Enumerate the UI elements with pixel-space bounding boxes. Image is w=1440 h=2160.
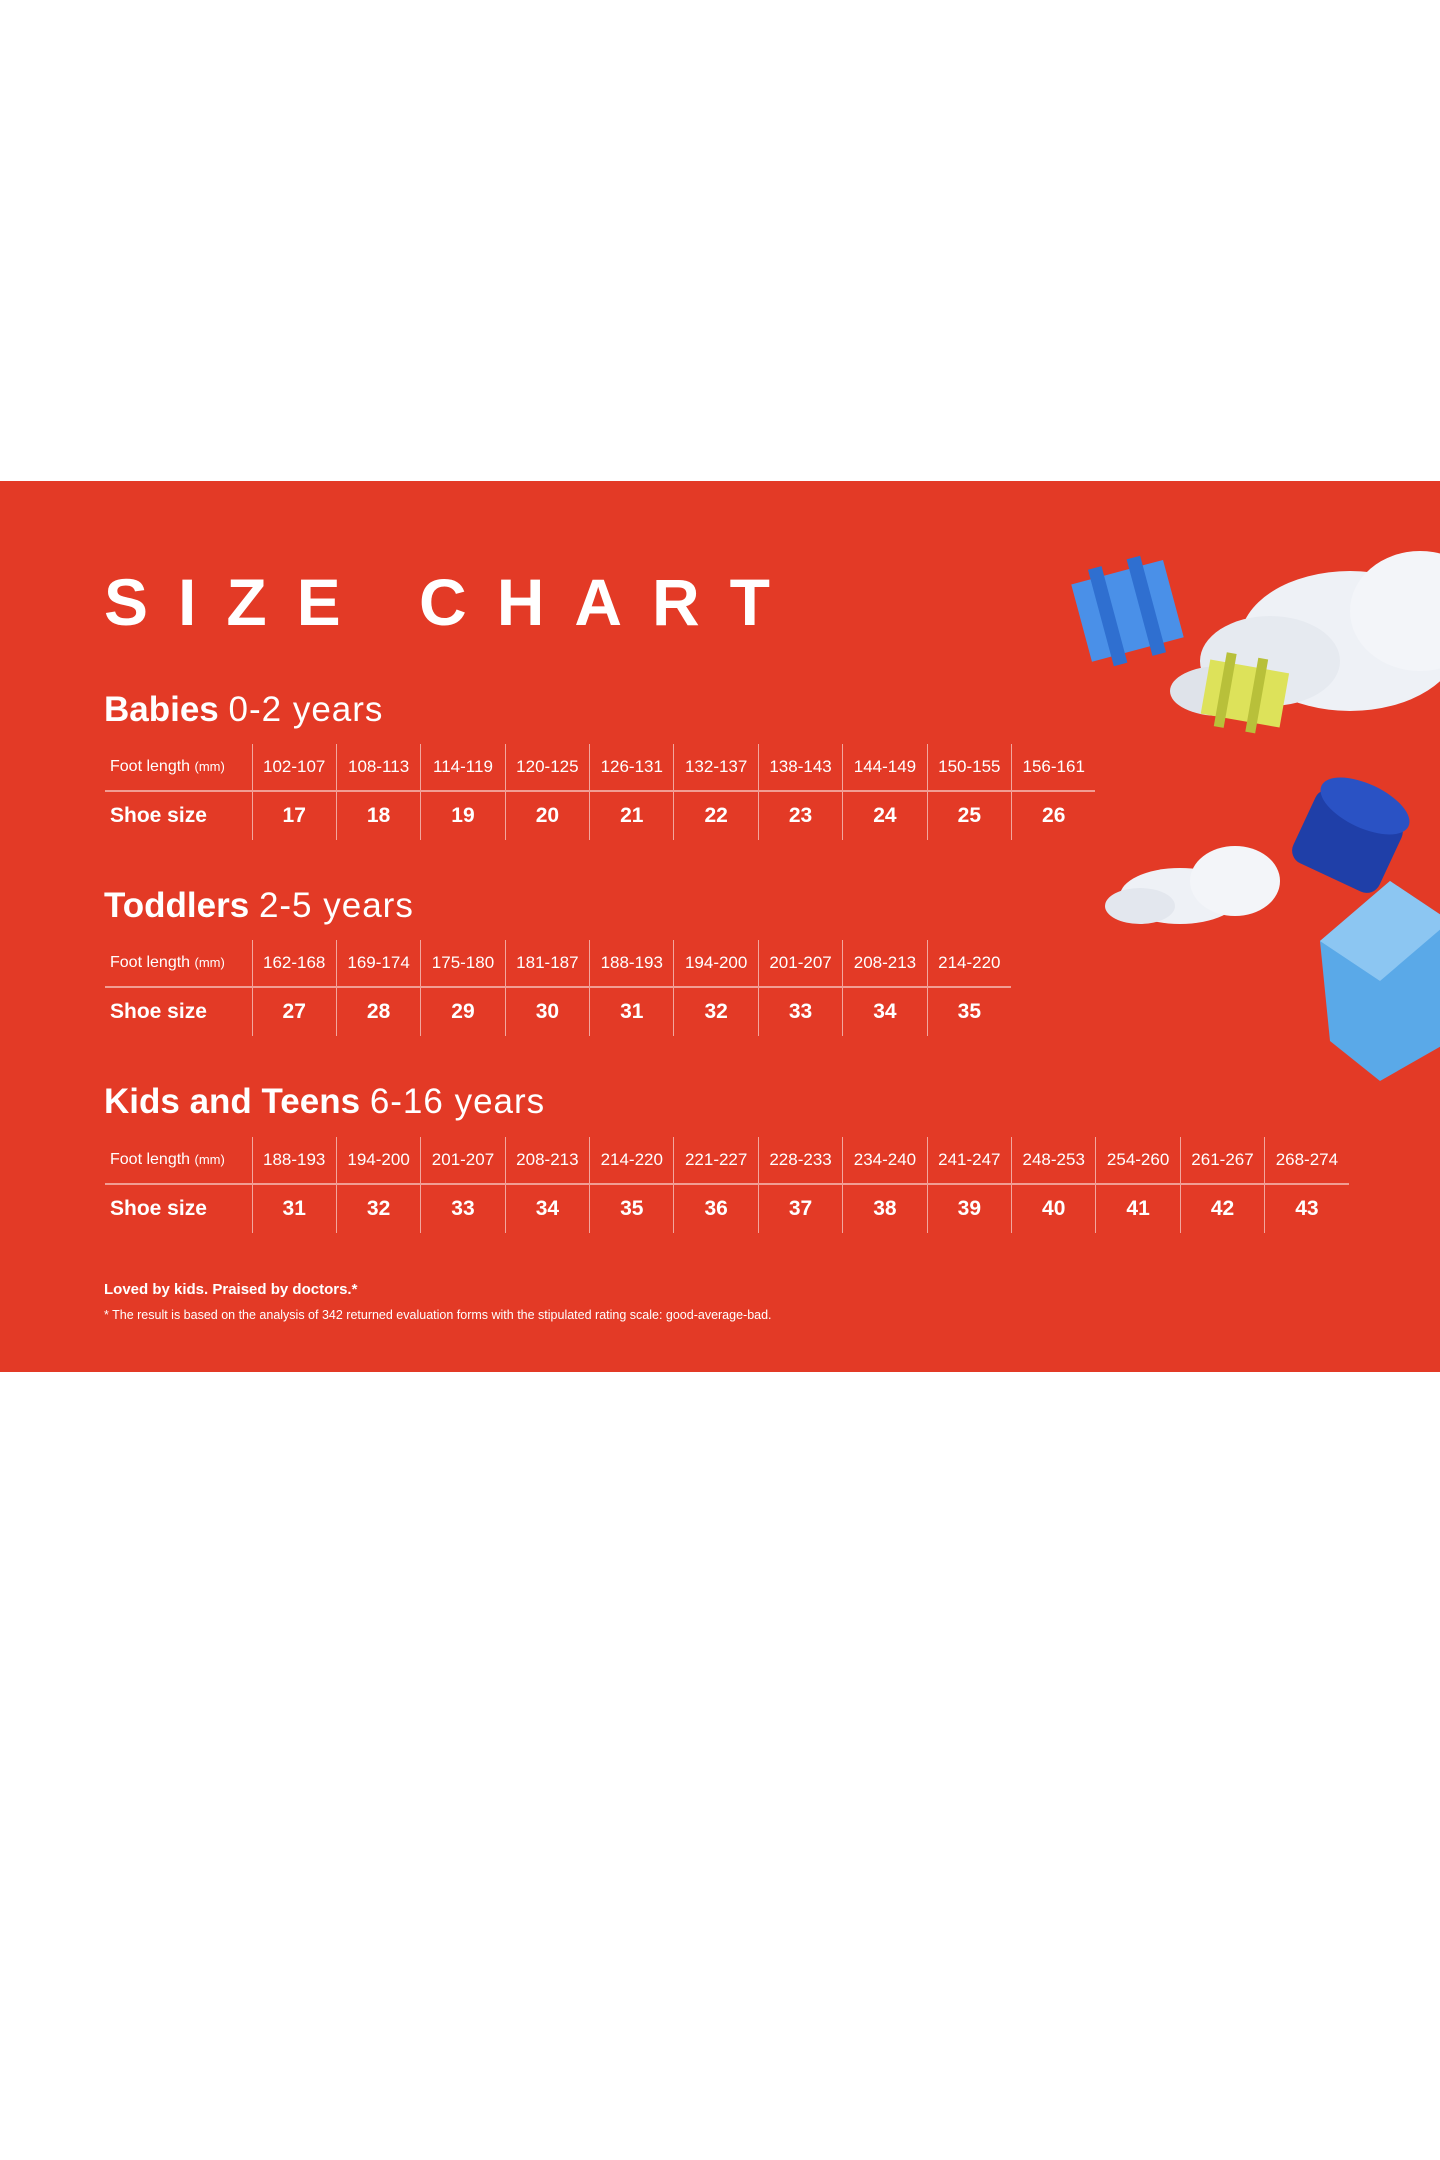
size-table-babies: Foot length (mm) 102-107 108-113 114-119 120… (105, 744, 1096, 840)
shoe-size-cell: 38 (842, 1184, 928, 1233)
foot-length-cell: 228-233 (757, 1137, 843, 1185)
foot-length-cell: 175-180 (420, 940, 506, 988)
section-age: 6-16 years (369, 1082, 546, 1121)
foot-length-cell: 241-247 (926, 1137, 1012, 1185)
foot-length-cell: 102-107 (251, 744, 337, 792)
foot-length-cell: 150-155 (926, 744, 1012, 792)
shoe-size-cell: 27 (251, 987, 337, 1036)
foot-length-cell: 114-119 (420, 744, 506, 792)
shoe-size-label: Shoe size (110, 1000, 207, 1023)
foot-length-cell: 254-260 (1095, 1137, 1181, 1185)
shoe-size-cell: 33 (757, 987, 843, 1036)
foot-length-cell: 126-131 (589, 744, 674, 792)
section-name: Babies (104, 690, 219, 729)
foot-length-cell: 132-137 (673, 744, 759, 792)
foot-length-cell: 169-174 (335, 940, 421, 988)
blue-cylinder-block-icon (1292, 777, 1440, 1081)
section-name: Toddlers (104, 886, 250, 925)
foot-length-cell: 248-253 (1011, 1137, 1096, 1185)
shoe-size-cell: 30 (504, 987, 590, 1036)
foot-length-cell: 208-213 (842, 940, 928, 988)
foot-length-cell: 261-267 (1179, 1137, 1265, 1185)
blue-toy-block-icon (1071, 555, 1184, 667)
shoe-size-label: Shoe size (110, 804, 207, 827)
foot-length-cell: 208-213 (504, 1137, 590, 1185)
foot-length-cell: 234-240 (842, 1137, 928, 1185)
toy-blocks-and-clouds-illustration (1071, 551, 1440, 1081)
foot-length-cell: 221-227 (673, 1137, 759, 1185)
shoe-size-cell: 17 (251, 791, 337, 840)
shoe-size-cell: 21 (589, 791, 674, 840)
tagline: Loved by kids. Praised by doctors.* (104, 1281, 358, 1298)
foot-length-cell: 194-200 (673, 940, 759, 988)
foot-length-label: Foot length (mm) (105, 1137, 252, 1185)
shoe-size-row: Shoe size 27 28 29 30 31 32 33 34 35 (105, 987, 1012, 1036)
foot-length-cell: 201-207 (420, 1137, 506, 1185)
size-table-toddlers: Foot length (mm) 162-168 169-174 175-180 181… (105, 940, 1012, 1036)
foot-length-cell: 181-187 (504, 940, 590, 988)
shoe-size-cell: 33 (420, 1184, 506, 1233)
shoe-size-row: Shoe size 17 18 19 20 21 22 23 24 25 26 (105, 791, 1096, 840)
shoe-size-cell: 28 (335, 987, 421, 1036)
yellow-toy-block-icon (1200, 652, 1290, 734)
shoe-size-cell: 32 (335, 1184, 421, 1233)
shoe-size-cell: 26 (1011, 791, 1096, 840)
foot-length-row: Foot length (mm) 188-193 194-200 201-207 208… (105, 1137, 1349, 1185)
shoe-size-cell: 40 (1011, 1184, 1096, 1233)
section-heading-babies: Babies 0-2 years (104, 690, 383, 730)
shoe-size-cell: 36 (673, 1184, 759, 1233)
shoe-size-row: Shoe size 31 32 33 34 35 36 37 38 39 40 41 42 43 (105, 1184, 1349, 1233)
foot-length-cell: 108-113 (335, 744, 421, 792)
foot-length-label: Foot length (mm) (105, 744, 252, 792)
shoe-size-cell: 34 (504, 1184, 590, 1233)
section-heading-toddlers: Toddlers 2-5 years (104, 886, 414, 926)
foot-length-label: Foot length (mm) (105, 940, 252, 988)
shoe-size-cell: 25 (926, 791, 1012, 840)
section-heading-kids-and-teens: Kids and Teens 6-16 years (104, 1082, 545, 1122)
foot-length-cell: 188-193 (589, 940, 674, 988)
foot-length-cell: 120-125 (504, 744, 590, 792)
section-age: 0-2 years (228, 690, 384, 729)
shoe-size-cell: 31 (589, 987, 674, 1036)
foot-length-cell: 156-161 (1011, 744, 1096, 792)
foot-length-cell: 162-168 (251, 940, 337, 988)
shoe-size-cell: 42 (1179, 1184, 1265, 1233)
foot-length-cell: 268-274 (1264, 1137, 1349, 1185)
shoe-size-cell: 23 (757, 791, 843, 840)
cloud-icon (1105, 846, 1280, 924)
shoe-size-cell: 43 (1264, 1184, 1349, 1233)
footnote: * The result is based on the analysis of… (104, 1308, 772, 1322)
shoe-size-cell: 39 (926, 1184, 1012, 1233)
shoe-size-cell: 37 (757, 1184, 843, 1233)
foot-length-row: Foot length (mm) 162-168 169-174 175-180 181… (105, 940, 1012, 988)
foot-length-cell: 188-193 (251, 1137, 337, 1185)
shoe-size-cell: 20 (504, 791, 590, 840)
foot-length-row: Foot length (mm) 102-107 108-113 114-119 120… (105, 744, 1096, 792)
shoe-size-cell: 35 (589, 1184, 674, 1233)
shoe-size-cell: 24 (842, 791, 928, 840)
size-chart-banner: SIZE CHART Babies 0-2 years Foot length … (0, 481, 1440, 1372)
foot-length-cell: 201-207 (757, 940, 843, 988)
section-name: Kids and Teens (104, 1082, 361, 1121)
shoe-size-cell: 18 (335, 791, 421, 840)
foot-length-cell: 194-200 (335, 1137, 421, 1185)
shoe-size-cell: 32 (673, 987, 759, 1036)
shoe-size-cell: 34 (842, 987, 928, 1036)
foot-length-cell: 138-143 (757, 744, 843, 792)
section-age: 2-5 years (258, 886, 414, 925)
shoe-size-cell: 41 (1095, 1184, 1181, 1233)
shoe-size-label: Shoe size (110, 1197, 207, 1220)
page-title: SIZE CHART (104, 565, 800, 639)
shoe-size-cell: 35 (926, 987, 1012, 1036)
shoe-size-cell: 22 (673, 791, 759, 840)
foot-length-cell: 144-149 (842, 744, 928, 792)
foot-length-cell: 214-220 (589, 1137, 674, 1185)
foot-length-cell: 214-220 (926, 940, 1012, 988)
shoe-size-cell: 31 (251, 1184, 337, 1233)
size-table-kids-and-teens: Foot length (mm) 188-193 194-200 201-207 208… (105, 1137, 1349, 1233)
shoe-size-cell: 19 (420, 791, 506, 840)
shoe-size-cell: 29 (420, 987, 506, 1036)
